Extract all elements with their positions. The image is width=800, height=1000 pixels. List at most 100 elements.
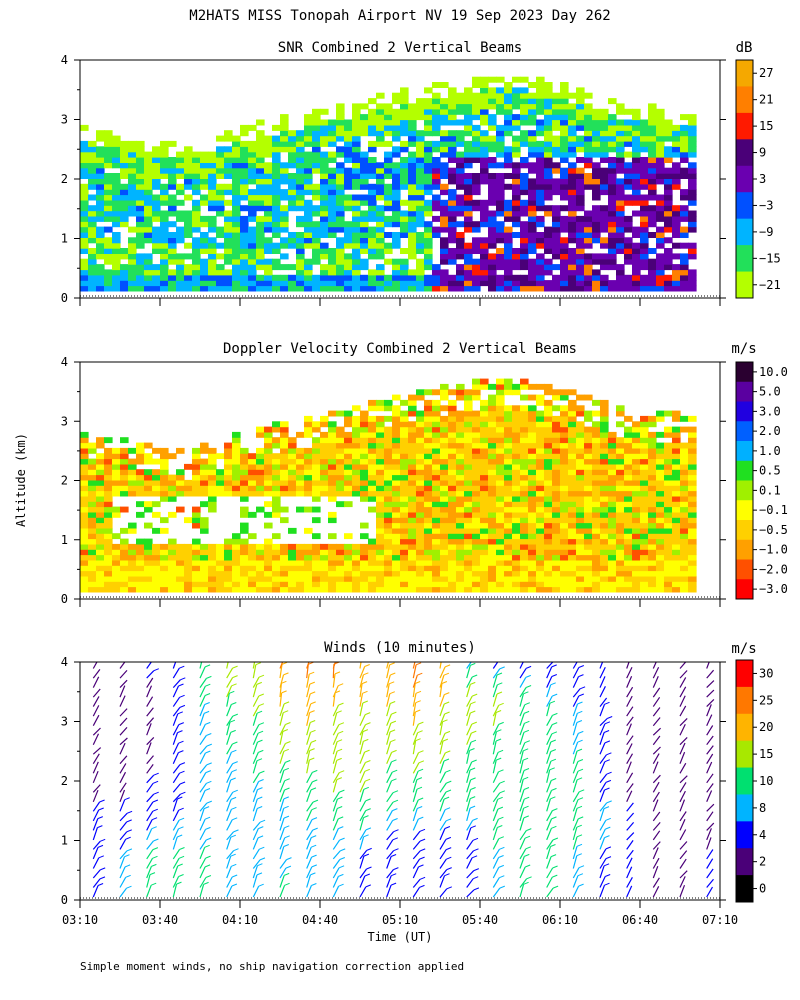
doppler-cell bbox=[488, 543, 497, 550]
doppler-cell bbox=[312, 586, 321, 593]
doppler-cell bbox=[136, 570, 145, 577]
doppler-cell bbox=[200, 490, 209, 497]
doppler-cell bbox=[632, 543, 641, 550]
snr-cell bbox=[304, 280, 313, 287]
snr-cell bbox=[520, 183, 529, 190]
wind-barb bbox=[119, 742, 126, 755]
doppler-cell bbox=[96, 549, 105, 556]
doppler-cell bbox=[520, 565, 529, 572]
panel-title-doppler: Doppler Velocity Combined 2 Vertical Bea… bbox=[223, 341, 577, 357]
snr-cell bbox=[400, 124, 409, 131]
doppler-cell bbox=[448, 469, 457, 476]
snr-cell bbox=[224, 210, 233, 217]
doppler-cell bbox=[96, 463, 105, 470]
snr-cell bbox=[496, 189, 505, 196]
doppler-cell bbox=[344, 479, 353, 486]
doppler-cell bbox=[432, 549, 441, 556]
doppler-cell bbox=[600, 437, 609, 444]
doppler-cell bbox=[568, 426, 577, 433]
doppler-cell bbox=[488, 522, 497, 529]
doppler-cell bbox=[240, 570, 249, 577]
doppler-cell bbox=[264, 463, 273, 470]
doppler-cell bbox=[144, 559, 153, 566]
wind-barb bbox=[306, 829, 314, 841]
snr-cell bbox=[552, 151, 561, 158]
snr-cell bbox=[488, 226, 497, 233]
snr-cell bbox=[544, 87, 553, 94]
snr-cell bbox=[616, 183, 625, 190]
snr-cell bbox=[488, 173, 497, 179]
doppler-cell bbox=[504, 437, 513, 444]
doppler-cell bbox=[624, 570, 633, 577]
doppler-cell bbox=[280, 517, 289, 524]
snr-cell bbox=[424, 242, 433, 249]
snr-cell bbox=[496, 264, 505, 271]
doppler-cell bbox=[624, 538, 633, 545]
snr-cell bbox=[296, 167, 305, 174]
snr-cell bbox=[248, 248, 257, 254]
doppler-cell bbox=[560, 565, 569, 572]
snr-cell bbox=[592, 194, 601, 201]
doppler-cell bbox=[512, 565, 521, 572]
snr-cell bbox=[616, 269, 625, 276]
snr-cell bbox=[528, 114, 537, 121]
doppler-cell bbox=[528, 559, 537, 566]
snr-cell bbox=[384, 103, 393, 110]
doppler-cell bbox=[480, 437, 489, 444]
snr-cell bbox=[496, 274, 505, 281]
snr-cell bbox=[280, 215, 289, 222]
wind-barb-flag bbox=[204, 693, 211, 696]
snr-cell bbox=[80, 237, 89, 244]
doppler-cell bbox=[344, 485, 353, 492]
snr-cell bbox=[408, 162, 417, 169]
doppler-cell bbox=[440, 421, 449, 428]
snr-cell bbox=[464, 210, 473, 217]
doppler-cell bbox=[432, 538, 441, 545]
snr-cell bbox=[120, 215, 129, 222]
snr-cell bbox=[288, 162, 297, 169]
doppler-cell bbox=[528, 442, 537, 449]
snr-cell bbox=[664, 226, 673, 233]
doppler-cell bbox=[456, 383, 465, 390]
snr-cell bbox=[584, 226, 593, 233]
snr-cell bbox=[424, 280, 433, 287]
doppler-cell bbox=[288, 586, 297, 593]
doppler-cell bbox=[624, 511, 633, 518]
snr-cell bbox=[232, 264, 241, 271]
doppler-cell bbox=[200, 485, 209, 492]
doppler-cell bbox=[552, 533, 561, 540]
doppler-cell bbox=[216, 490, 225, 497]
snr-cell bbox=[664, 199, 673, 206]
snr-cell bbox=[368, 183, 377, 190]
doppler-cell bbox=[600, 522, 609, 529]
wind-barb bbox=[146, 840, 154, 850]
doppler-cell bbox=[600, 533, 609, 540]
doppler-cell bbox=[424, 437, 433, 444]
doppler-cell bbox=[232, 575, 241, 582]
snr-cell bbox=[544, 183, 553, 190]
doppler-cell bbox=[488, 442, 497, 449]
snr-cell bbox=[608, 162, 617, 169]
snr-cell bbox=[416, 167, 425, 174]
wind-barb-flag bbox=[126, 819, 132, 823]
snr-cell bbox=[368, 285, 377, 292]
snr-cell bbox=[688, 189, 697, 196]
snr-cell bbox=[592, 119, 601, 126]
snr-cell bbox=[544, 173, 553, 179]
doppler-cell bbox=[616, 485, 625, 492]
doppler-cell bbox=[360, 458, 369, 465]
doppler-cell bbox=[192, 570, 201, 577]
doppler-cell bbox=[488, 453, 497, 460]
doppler-cell bbox=[344, 533, 353, 540]
snr-cell bbox=[88, 280, 97, 287]
snr-cell bbox=[368, 242, 377, 249]
doppler-cell bbox=[288, 463, 297, 470]
snr-cell bbox=[440, 140, 449, 147]
doppler-cell bbox=[376, 415, 385, 422]
snr-cell bbox=[312, 258, 321, 265]
doppler-cell bbox=[592, 474, 601, 481]
doppler-cell bbox=[344, 410, 353, 417]
doppler-cell bbox=[576, 485, 585, 492]
snr-cell bbox=[256, 215, 265, 222]
doppler-cell bbox=[632, 575, 641, 582]
